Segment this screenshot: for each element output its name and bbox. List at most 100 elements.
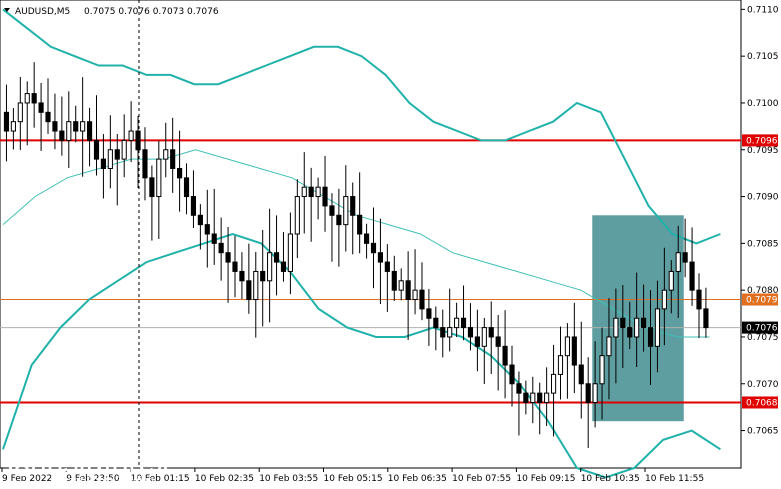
candle-body — [544, 392, 550, 403]
candle — [73, 105, 79, 143]
candle — [703, 287, 709, 338]
candle-body — [620, 317, 626, 329]
candle — [488, 301, 494, 374]
candle-body — [170, 149, 176, 169]
candle — [128, 101, 134, 163]
candle-body — [564, 336, 570, 357]
price-tag-bg — [742, 293, 778, 306]
price-tag-label: 0.7068 — [746, 398, 778, 408]
candle-body — [156, 158, 162, 198]
candle — [557, 326, 564, 400]
candle — [550, 344, 557, 437]
candle — [294, 179, 300, 259]
candle-body — [267, 252, 273, 282]
candle — [218, 217, 224, 281]
candle-body — [149, 177, 155, 198]
candle-body — [253, 270, 259, 301]
candle — [17, 77, 23, 150]
price-tag-bg — [742, 134, 778, 147]
candle — [585, 357, 591, 449]
candle-body — [571, 336, 577, 366]
candle-body — [398, 280, 404, 291]
candle-body — [606, 336, 612, 357]
candle-body — [121, 139, 127, 160]
y-tick-label: 0.7100 — [747, 99, 779, 109]
candle — [24, 81, 30, 146]
candle-body — [364, 233, 370, 244]
candle-body — [343, 196, 349, 226]
candle — [204, 189, 210, 268]
candle — [308, 167, 314, 242]
candle-body — [647, 327, 654, 347]
candle — [502, 310, 508, 399]
candle-body — [613, 317, 619, 338]
symbol-label: AUDUSD,M5 — [15, 7, 70, 17]
candle — [343, 165, 349, 252]
candle — [634, 272, 640, 368]
y-tick-label: 0.7095 — [747, 146, 779, 156]
upper_band-line — [2, 8, 721, 245]
candle — [336, 188, 342, 267]
candle-body — [668, 270, 674, 291]
candle — [384, 244, 390, 312]
candle-body — [350, 196, 356, 216]
candle-body — [682, 252, 688, 263]
candle-body — [530, 392, 536, 403]
x-tick-label: 10 Feb 03:55 — [259, 474, 318, 484]
candle-body — [488, 327, 494, 338]
candle — [301, 152, 307, 234]
candle — [599, 327, 605, 420]
dropdown-triangle-icon[interactable] — [4, 8, 10, 12]
candle-body — [183, 177, 190, 198]
candle-body — [412, 289, 418, 301]
candle-body — [599, 355, 605, 385]
candle-body — [537, 392, 543, 403]
candle-body — [308, 186, 314, 198]
candle — [454, 302, 460, 337]
candle-body — [634, 317, 640, 338]
candle-body — [239, 270, 245, 282]
candle — [433, 306, 439, 351]
candle — [447, 288, 453, 352]
candle-body — [24, 93, 30, 104]
candle — [59, 96, 65, 156]
candle — [474, 309, 480, 372]
candle — [613, 288, 619, 384]
candle-body — [426, 308, 432, 319]
candle — [225, 226, 231, 303]
y-tick-label: 0.7080 — [747, 286, 779, 296]
candle-body — [516, 383, 522, 394]
price-tag-label: 0.7079 — [746, 296, 778, 306]
candle-body — [107, 149, 113, 169]
y-tick-label: 0.7110 — [747, 5, 779, 15]
candle — [398, 268, 404, 301]
candle-body — [419, 289, 425, 310]
candle — [246, 243, 252, 314]
candle — [661, 247, 667, 346]
candle — [350, 182, 356, 255]
candle — [177, 130, 183, 212]
y-tick-label: 0.7105 — [747, 52, 779, 62]
x-tick-label: 10 Feb 11:55 — [645, 474, 704, 484]
candle-body — [3, 111, 10, 132]
candle — [516, 371, 522, 436]
candle — [419, 262, 425, 321]
candle-body — [391, 270, 397, 291]
y-tick-label: 0.7090 — [747, 193, 779, 203]
candle-body — [287, 233, 293, 272]
candle-body — [495, 336, 501, 347]
candle — [391, 255, 397, 301]
candle — [322, 155, 328, 232]
indicator-bands — [2, 8, 721, 479]
chart-header: AUDUSD,M5 0.7075 0.7076 0.7073 0.7076 — [4, 7, 219, 17]
candle — [45, 78, 51, 134]
candle — [3, 84, 10, 162]
candle — [370, 207, 377, 289]
candle-body — [177, 167, 183, 179]
x-axis: 9 Feb 2022 9 Feb 23:50 10 Feb 01:15 10 Feb … — [1, 468, 704, 484]
candle-body — [80, 121, 86, 132]
candle — [135, 115, 141, 189]
candle-body — [232, 261, 238, 272]
x-tick-label: 10 Feb 02:35 — [195, 474, 254, 484]
